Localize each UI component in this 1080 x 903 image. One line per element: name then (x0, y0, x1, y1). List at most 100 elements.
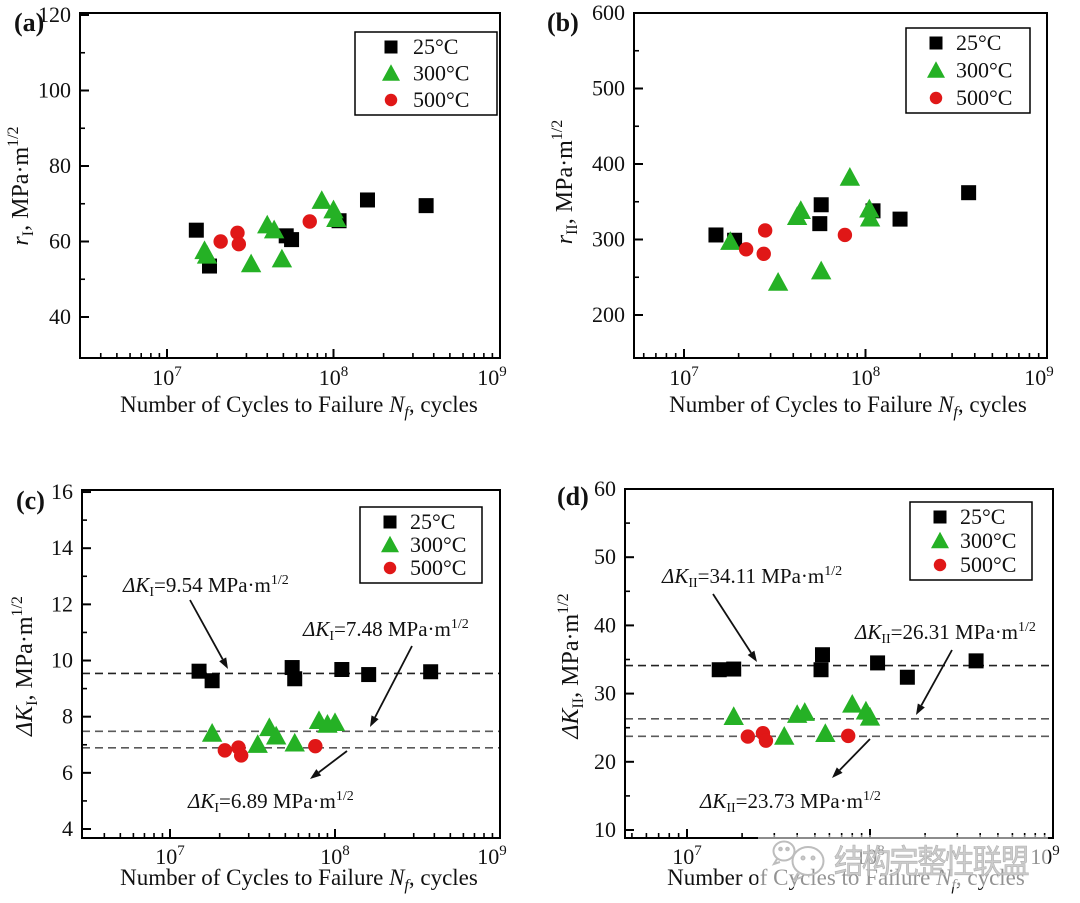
legend-box (905, 27, 1031, 114)
data-point-300c (284, 732, 305, 752)
data-point-25c (188, 222, 204, 238)
panel-c-chart: 107 108 109 4 6 8 10 12 14 16 ΔKI, MPa·m1/2 Number … (9, 479, 507, 894)
y-tick-label-200: 200 (592, 302, 625, 327)
series-300c (201, 710, 346, 753)
panel-a-chart: 107 108 109 40 60 80 100 120 rI, MPa·m1/2 Number … (5, 2, 507, 421)
data-point-300c (240, 253, 262, 273)
legend-swatch-circle (383, 561, 397, 575)
legend-swatch-square (383, 515, 397, 529)
x-tick-label-1e7: 107 (152, 364, 182, 390)
series-500c (213, 214, 317, 252)
data-point-300c (247, 734, 268, 753)
data-point-25c (899, 669, 915, 685)
y-tick-label-10: 10 (51, 648, 73, 673)
data-point-500c (837, 227, 853, 243)
series-25c (191, 660, 439, 689)
panel-d-chart: 107108109102030405060ΔKII, MPa·m1/2Numbe… (555, 476, 1060, 894)
data-point-300c (859, 198, 880, 218)
y-tick-label-8: 8 (62, 704, 73, 729)
legend-swatch-circle (384, 93, 398, 107)
y-tick-label-500: 500 (592, 76, 625, 101)
data-point-300c (794, 702, 815, 721)
data-point-25c (418, 198, 434, 214)
data-point-300c (859, 706, 881, 726)
annotation-arrow-23.73-shaft (839, 738, 871, 771)
data-point-500c (233, 748, 249, 763)
y-tick-label-4: 4 (62, 816, 73, 841)
y-tick-label-20: 20 (594, 749, 616, 774)
y-tick-label-60: 60 (594, 476, 616, 501)
y-tick-label-50: 50 (594, 544, 616, 569)
data-point-25c (359, 192, 375, 208)
y-tick-label-300: 300 (592, 227, 625, 252)
data-point-25c (284, 232, 300, 248)
series-500c (738, 223, 853, 262)
legend-label-25c: 25°C (960, 504, 1005, 529)
data-point-300c (324, 712, 346, 732)
x-tick-label-1e8: 108 (851, 364, 881, 390)
legend-swatch-circle (933, 558, 947, 572)
data-point-300c (767, 271, 789, 291)
data-point-500c (740, 729, 756, 744)
data-point-300c (265, 725, 287, 745)
series-300c (720, 167, 881, 291)
annotation-ref-26.31: ΔKII=26.31 MPa·m1/2 (854, 620, 1036, 647)
data-point-25c (423, 664, 439, 680)
legend-label-500c: 500°C (960, 552, 1016, 577)
y-tick-label-14: 14 (51, 535, 73, 560)
x-tick-label-1e7: 107 (672, 843, 702, 869)
data-point-300c (790, 200, 811, 219)
data-point-25c (812, 216, 828, 232)
legend-label-500c: 500°C (413, 87, 469, 112)
series-300c (194, 190, 347, 273)
annotation-arrow-26.31-head (916, 703, 925, 715)
x-axis-label: Number of Cycles to Failure Nf, cycles (669, 392, 1027, 421)
legend-label-500c: 500°C (410, 555, 466, 580)
data-point-25c (726, 661, 742, 677)
legend-label-300c: 300°C (956, 58, 1012, 83)
legend-swatch-triangle (381, 535, 399, 553)
annotation-arrow-9.54-shaft (189, 599, 224, 660)
panel-tag-a: (a) (14, 8, 44, 37)
data-point-25c (287, 671, 303, 687)
data-point-500c (840, 728, 856, 744)
data-point-25c (711, 662, 727, 678)
x-axis-label: Number of Cycles to Failure Nf, cycles (120, 865, 478, 894)
panel-b-chart: 107 108 109 200 300 400 500 600 rII, MPa·m1/2 Num… (549, 0, 1054, 421)
panel-tag-d: (d) (557, 482, 589, 511)
data-point-300c (326, 208, 347, 228)
plot-frame (81, 489, 501, 839)
annotation-ref-34.11: ΔKII=34.11 MPa·m1/2 (661, 564, 842, 591)
annotation-arrow-7.48-head (370, 715, 379, 727)
legend-swatch-square (933, 510, 947, 524)
legend-swatch-square (384, 40, 398, 54)
y-tick-label-6: 6 (62, 760, 73, 785)
data-point-300c (839, 167, 861, 186)
y-tick-label-120: 120 (38, 2, 71, 27)
annotation-arrow-6.89-head (310, 769, 322, 779)
legend-box (909, 501, 1033, 581)
y-axis-label: ΔKI, MPa·m1/2 (9, 596, 41, 737)
x-tick-label-1e9: 109 (477, 364, 507, 390)
data-point-500c (308, 738, 323, 754)
x-tick-label-1e8: 108 (320, 843, 350, 869)
data-point-500c (230, 225, 245, 241)
data-point-300c (271, 248, 293, 268)
panel-tag-b: (b) (547, 8, 579, 37)
data-point-300c (815, 723, 836, 742)
x-tick-label-1e7: 107 (669, 364, 699, 390)
x-tick-label-1e9: 109 (1024, 364, 1054, 390)
legend-label-300c: 300°C (413, 61, 469, 86)
data-point-25c (870, 655, 886, 671)
data-point-25c (191, 663, 207, 679)
series-300c (723, 693, 881, 745)
data-point-500c (738, 242, 754, 257)
annotation-arrow-6.89-shaft (318, 750, 348, 774)
legend-swatch-square (929, 36, 943, 50)
data-point-500c (756, 246, 771, 262)
y-tick-label-40: 40 (594, 612, 616, 637)
series-500c (217, 738, 323, 763)
y-tick-label-100: 100 (38, 78, 71, 103)
data-point-25c (708, 227, 724, 243)
